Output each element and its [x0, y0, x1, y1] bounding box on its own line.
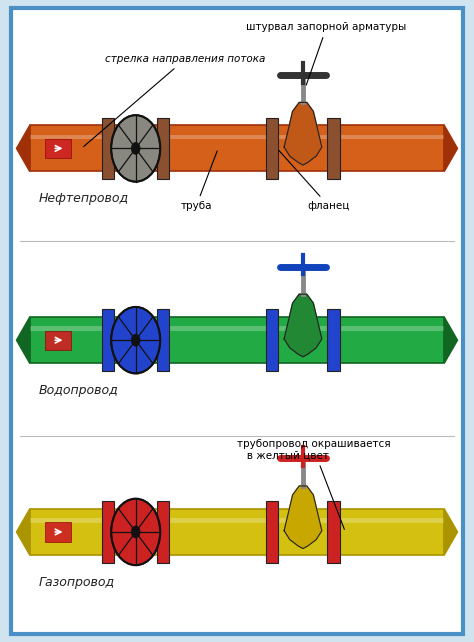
Bar: [266, 309, 278, 371]
Bar: [102, 117, 115, 179]
Bar: [30, 135, 444, 139]
Bar: [266, 501, 278, 562]
Bar: [328, 117, 340, 179]
Bar: [157, 117, 169, 179]
Text: Газопровод: Газопровод: [39, 576, 115, 589]
Circle shape: [131, 143, 140, 154]
Polygon shape: [17, 509, 30, 555]
Bar: [45, 139, 71, 158]
Bar: [266, 117, 278, 179]
Bar: [157, 309, 169, 371]
Text: Нефтепровод: Нефтепровод: [39, 192, 129, 205]
Bar: [328, 501, 340, 562]
Circle shape: [131, 334, 140, 346]
Circle shape: [111, 499, 160, 565]
Bar: [30, 317, 444, 363]
Bar: [30, 509, 444, 555]
Circle shape: [111, 307, 160, 374]
Text: стрелка направления потока: стрелка направления потока: [83, 54, 265, 146]
Bar: [45, 331, 71, 350]
Polygon shape: [444, 317, 457, 363]
Bar: [157, 501, 169, 562]
Polygon shape: [284, 486, 322, 548]
Bar: [102, 309, 115, 371]
Bar: [30, 125, 444, 171]
Bar: [30, 518, 444, 523]
Bar: [328, 309, 340, 371]
Polygon shape: [284, 102, 322, 165]
Circle shape: [131, 526, 140, 538]
Text: штурвал запорной арматуры: штурвал запорной арматуры: [246, 22, 407, 85]
Text: трубопровод окрашивается
   в желтый цвет: трубопровод окрашивается в желтый цвет: [237, 439, 391, 530]
Text: фланец: фланец: [279, 150, 350, 211]
FancyBboxPatch shape: [11, 8, 463, 634]
Text: Водопровод: Водопровод: [39, 384, 119, 397]
Polygon shape: [17, 125, 30, 171]
Polygon shape: [444, 509, 457, 555]
Polygon shape: [444, 125, 457, 171]
Circle shape: [111, 115, 160, 182]
Bar: [45, 523, 71, 542]
Polygon shape: [284, 294, 322, 357]
Bar: [30, 326, 444, 331]
Bar: [102, 501, 115, 562]
Polygon shape: [17, 317, 30, 363]
Text: труба: труба: [181, 151, 217, 211]
